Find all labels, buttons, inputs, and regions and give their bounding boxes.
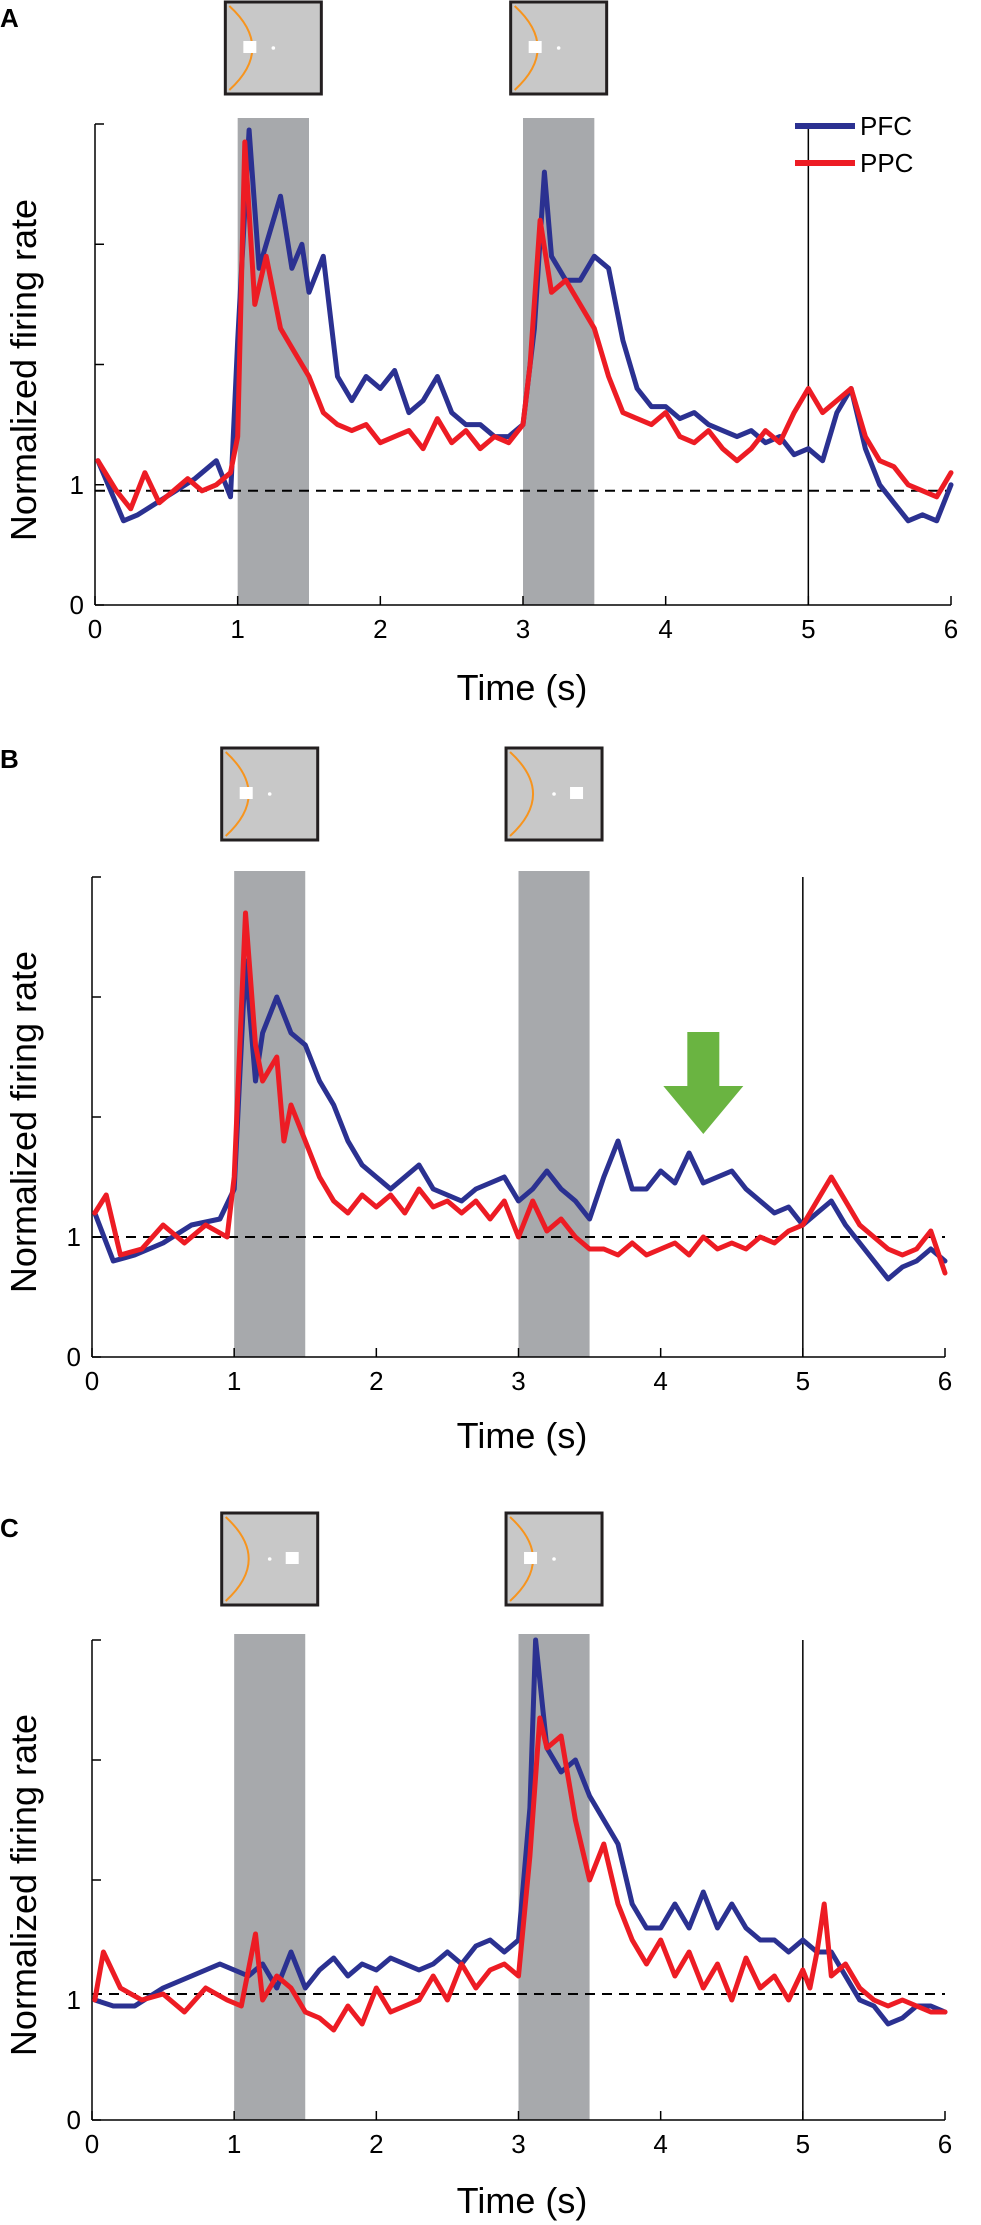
x-tick-label: 3 <box>516 614 530 644</box>
stimulus-period-2 <box>518 871 590 1357</box>
x-tick-label: 2 <box>369 2129 383 2159</box>
stimulus-screen-icon-1 <box>220 1511 320 1607</box>
x-tick-label: 1 <box>230 614 244 644</box>
stimulus-periods <box>234 1634 590 2120</box>
stimulus-icons <box>223 0 609 96</box>
panel-letter-c: C <box>0 1513 19 1543</box>
y-axis-title: Normalized firing rate <box>3 1714 44 2056</box>
x-tick-label: 6 <box>938 2129 952 2159</box>
series-line-pfc <box>92 1637 948 2027</box>
legend-label-ppc: PPC <box>860 148 913 178</box>
series-line-pfc <box>92 958 948 1282</box>
stimulus-screen-icon-1 <box>220 746 320 842</box>
x-tick-label: 2 <box>373 614 387 644</box>
y-tick-label: 0 <box>70 590 84 620</box>
series-line-ppc <box>92 1715 948 2033</box>
y-axis-title: Normalized firing rate <box>3 199 44 541</box>
y-tick-label: 0 <box>67 2105 81 2135</box>
green-arrow-marker <box>663 1032 744 1134</box>
x-tick-label: 5 <box>801 614 815 644</box>
x-tick-label: 0 <box>85 2129 99 2159</box>
x-tick-label: 3 <box>511 2129 525 2159</box>
x-tick-label: 5 <box>796 1366 810 1396</box>
series-lines <box>92 910 948 1282</box>
stimulus-square <box>285 1552 299 1564</box>
x-tick-label: 0 <box>88 614 102 644</box>
x-axis-title: Time (s) <box>457 2180 588 2221</box>
x-tick-label: 6 <box>944 614 958 644</box>
stimulus-icons <box>220 1511 604 1607</box>
stimulus-square <box>528 41 542 53</box>
axes: 0 1 2 3 4 5 6 0 1 <box>67 1639 952 2159</box>
panel-a: A 0 1 2 3 4 5 6 0 1 PFC PPC Normalized firing ra… <box>0 0 958 708</box>
x-tick-label: 5 <box>796 2129 810 2159</box>
legend: PFC PPC <box>795 111 913 178</box>
x-tick-label: 1 <box>227 1366 241 1396</box>
axes: 0 1 2 3 4 5 6 0 1 <box>67 876 952 1396</box>
series-lines <box>92 1637 948 2033</box>
stimulus-screen-icon-2 <box>504 746 604 842</box>
x-tick-label: 3 <box>511 1366 525 1396</box>
panel-c: C 0 1 2 3 4 5 6 0 1 Normalized firing rate Time … <box>0 1511 952 2221</box>
x-tick-label: 4 <box>653 2129 667 2159</box>
x-tick-label: 6 <box>938 1366 952 1396</box>
panel-b: B 0 1 2 3 4 5 6 0 1 Normalized firing rate Time … <box>0 744 952 1456</box>
stimulus-square <box>239 787 253 799</box>
series-line-ppc <box>92 910 948 1276</box>
stimulus-screen-icon-2 <box>509 0 609 96</box>
y-tick-label: 0 <box>67 1342 81 1372</box>
y-tick-label: 1 <box>70 470 84 500</box>
y-axis-title: Normalized firing rate <box>3 951 44 1293</box>
axes: 0 1 2 3 4 5 6 0 1 <box>70 123 958 644</box>
stimulus-periods <box>234 871 590 1357</box>
down-arrow-icon <box>663 1032 744 1134</box>
stimulus-square <box>243 41 257 53</box>
x-axis-title: Time (s) <box>457 1415 588 1456</box>
series-lines <box>95 127 954 524</box>
stimulus-square <box>570 787 584 799</box>
stimulus-square <box>524 1552 538 1564</box>
x-tick-label: 1 <box>227 2129 241 2159</box>
y-tick-label: 1 <box>67 1222 81 1252</box>
stimulus-screen-icon-1 <box>223 0 323 96</box>
stimulus-icons <box>220 746 604 842</box>
panel-letter-b: B <box>0 744 19 774</box>
panel-letter-a: A <box>0 3 19 33</box>
series-line-ppc <box>95 139 954 512</box>
x-tick-label: 2 <box>369 1366 383 1396</box>
x-tick-label: 0 <box>85 1366 99 1396</box>
stimulus-period-2 <box>523 118 595 605</box>
x-tick-label: 4 <box>658 614 672 644</box>
stimulus-screen-icon-2 <box>504 1511 604 1607</box>
stimulus-period-1 <box>234 1634 306 2120</box>
x-axis-title: Time (s) <box>457 667 588 708</box>
x-tick-label: 4 <box>653 1366 667 1396</box>
legend-label-pfc: PFC <box>860 111 912 141</box>
y-tick-label: 1 <box>67 1985 81 2015</box>
